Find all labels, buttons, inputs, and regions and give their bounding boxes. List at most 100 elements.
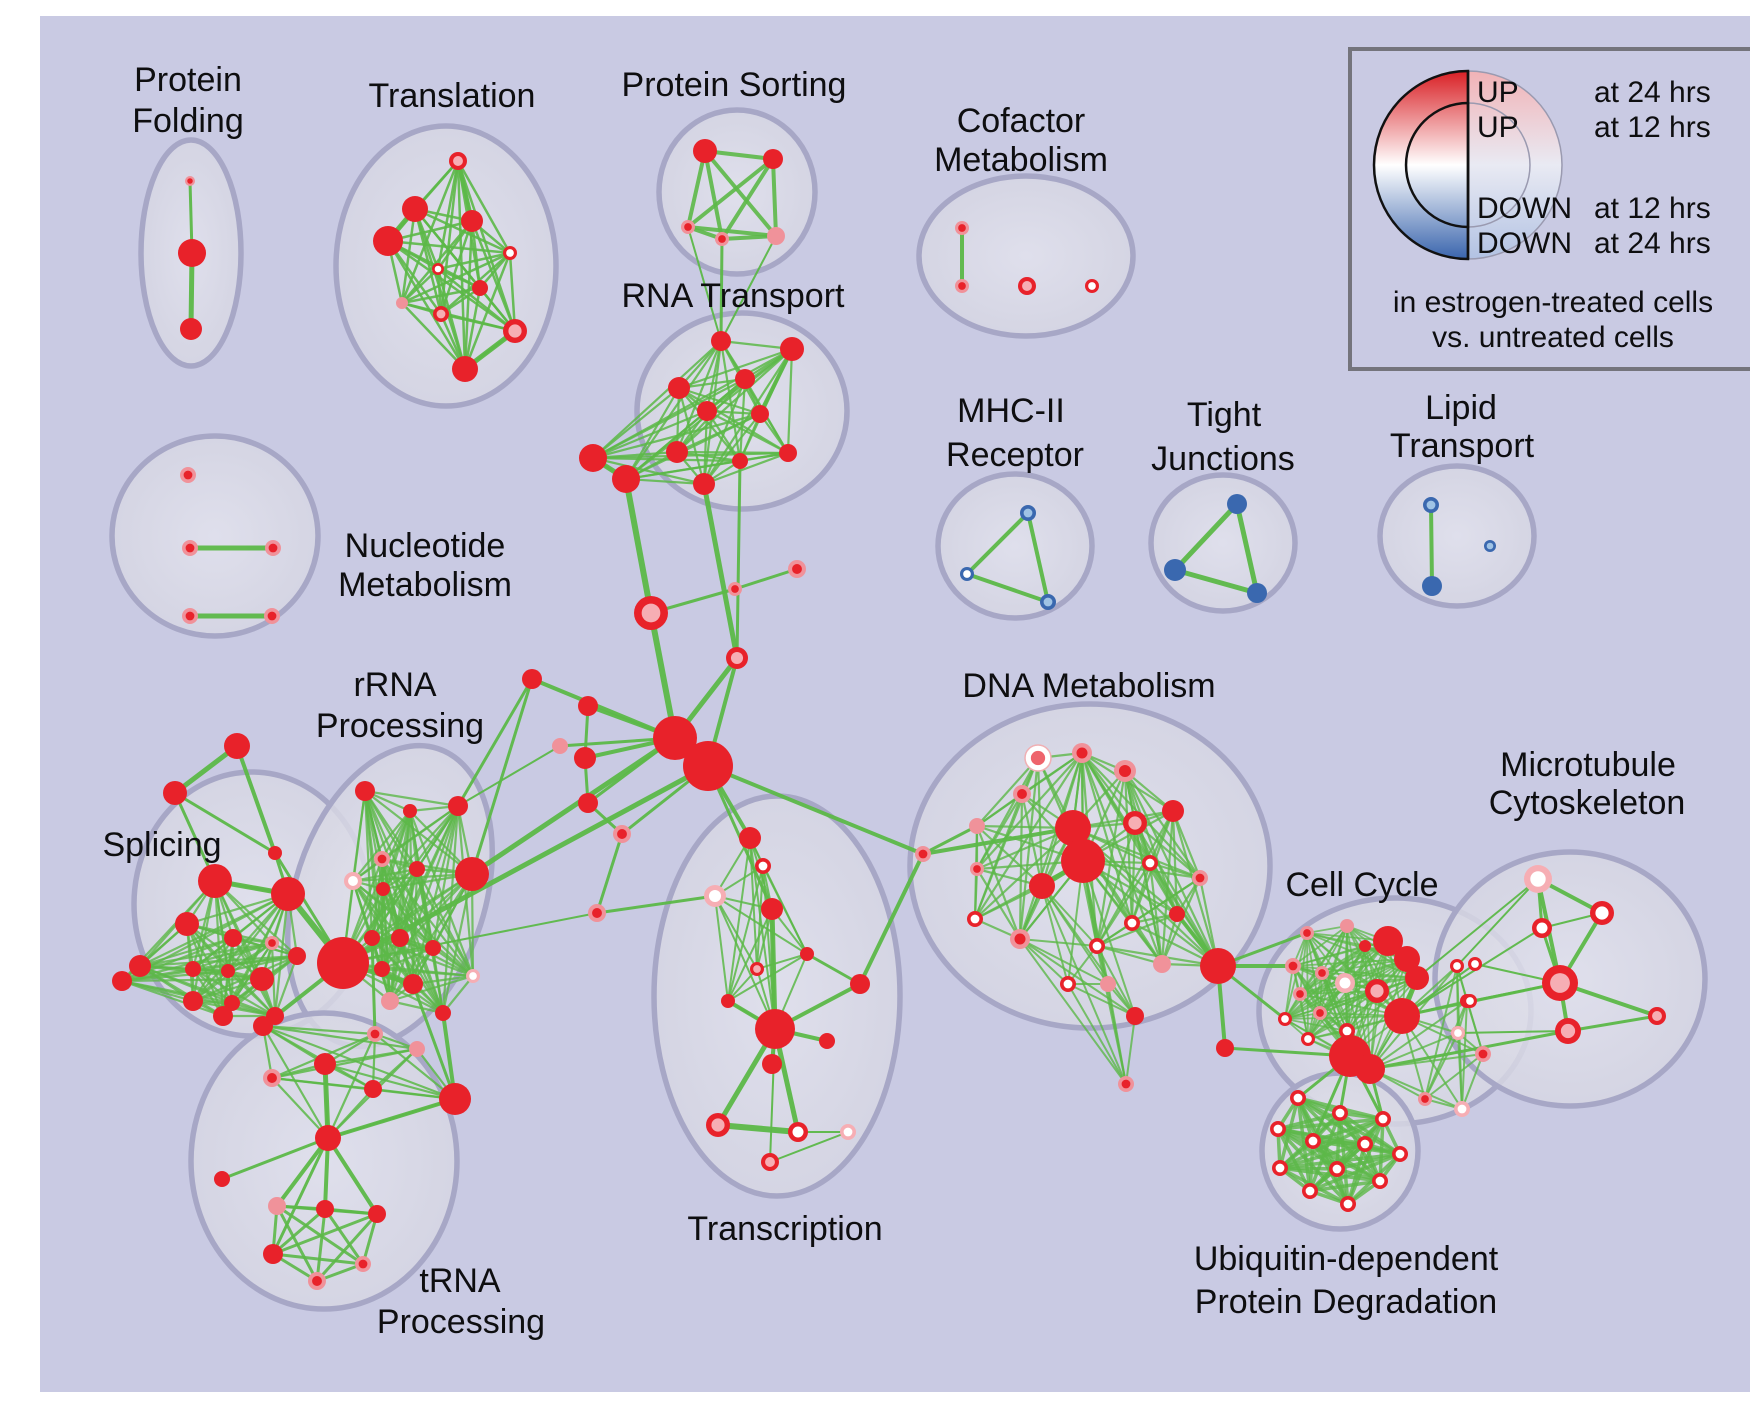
gene-node-dm22: [1200, 948, 1236, 984]
edge: [1284, 990, 1378, 1020]
edge: [675, 347, 794, 454]
edge: [456, 159, 512, 255]
edge: [1276, 1117, 1385, 1131]
edge: [1461, 1053, 1484, 1110]
gene-node-circle: [112, 971, 132, 991]
gene-node-core: [183, 470, 193, 480]
edge: [271, 1136, 330, 1256]
gene-node-circle: [213, 1006, 233, 1026]
gene-node-dm8b: [1061, 839, 1105, 883]
edge: [370, 936, 377, 1036]
edge: [456, 159, 517, 333]
gene-node-mt2: [1590, 901, 1614, 925]
cluster-label-microtubule-cytoskeleton-line1: Microtubule: [1500, 746, 1676, 784]
gene-node-core: [1128, 816, 1142, 830]
edge: [1369, 1068, 1463, 1110]
gene-node-mt1: [1524, 865, 1552, 893]
edge: [1292, 925, 1348, 967]
gene-node-circle: [697, 401, 717, 421]
edge: [1278, 1152, 1402, 1170]
legend-time-3: at 12 hrs: [1594, 192, 1711, 225]
gene-node-core: [358, 1259, 368, 1269]
gene-node-circle: [214, 1171, 230, 1187]
gene-node-circle: [850, 974, 870, 994]
gene-node-dm5: [1162, 800, 1184, 822]
edge: [591, 412, 762, 460]
edge: [1019, 938, 1069, 985]
gene-node-core: [1478, 1049, 1488, 1059]
gene-node-circle: [403, 974, 423, 994]
gene-node-dm13: [1029, 873, 1055, 899]
gene-node-rr5: [344, 872, 362, 890]
edge: [1148, 861, 1164, 966]
gene-node-core: [1275, 1163, 1285, 1173]
gene-node-nm4: [182, 608, 198, 624]
cluster-label-ubiquitin-degradation-line2: Protein Degradation: [1195, 1283, 1497, 1321]
gene-node-tn1: [253, 1016, 273, 1036]
edge: [975, 792, 1024, 828]
edge: [185, 892, 290, 926]
gene-node-core: [436, 309, 446, 319]
gene-node-core: [1378, 1114, 1388, 1124]
edge: [341, 872, 474, 965]
edge: [762, 865, 808, 955]
edge: [727, 953, 808, 1002]
gene-node-dm7: [969, 818, 985, 834]
edge: [1416, 878, 1539, 979]
edge: [973, 867, 979, 921]
gene-node-core: [1305, 1186, 1315, 1196]
gene-node-core: [1014, 933, 1026, 945]
edge: [326, 1136, 379, 1216]
gene-node-core: [731, 585, 739, 593]
cluster-label-rrna-processing-line2: Processing: [316, 707, 484, 745]
gene-node-rr12: [374, 961, 390, 977]
gene-node-circle: [1384, 998, 1420, 1034]
gene-node-circle: [409, 861, 425, 877]
edge: [400, 267, 440, 305]
gene-node-circle: [755, 1009, 795, 1049]
edge: [677, 386, 742, 463]
gene-node-sa3: [268, 846, 282, 860]
gene-node-core: [1466, 997, 1474, 1005]
gene-node-core: [718, 235, 726, 243]
edge: [805, 952, 862, 986]
gene-node-core: [268, 939, 276, 947]
cluster-label-rna-transport-line1: RNA Transport: [622, 277, 846, 315]
gene-node-core: [1273, 1124, 1283, 1134]
edge: [687, 226, 722, 342]
gene-node-tx6: [800, 947, 814, 961]
edge: [720, 235, 777, 342]
edge: [470, 219, 517, 333]
edge: [370, 887, 385, 940]
gene-node-cn1: [634, 596, 668, 630]
gene-node-core: [1560, 1023, 1576, 1039]
gene-node-rt10: [579, 444, 607, 472]
gene-node-mh1: [1020, 505, 1036, 521]
cluster-label-microtubule-cytoskeleton-line2: Cytoskeleton: [1489, 784, 1686, 822]
edge: [386, 239, 517, 333]
edge: [1234, 501, 1260, 596]
gene-node-tn3: [314, 1053, 336, 1075]
gene-node-core: [348, 876, 358, 886]
gene-node-circle: [448, 796, 468, 816]
edge: [921, 826, 1075, 856]
gene-node-tn12: [368, 1205, 386, 1223]
gene-node-core: [730, 651, 744, 665]
edge: [1095, 944, 1220, 968]
edge: [436, 267, 517, 333]
gene-node-tj2: [1164, 559, 1186, 581]
gene-node-hub1: [653, 716, 697, 760]
gene-node-tr3: [461, 210, 483, 232]
gene-node-rt8: [779, 444, 797, 462]
edge: [271, 1212, 379, 1256]
gene-node-core: [1339, 977, 1351, 989]
gene-node-dm14: [1169, 906, 1185, 922]
legend-time-2: at 12 hrs: [1594, 111, 1711, 144]
edge: [323, 1047, 419, 1066]
edge: [273, 954, 299, 1018]
gene-node-nm5: [264, 608, 280, 624]
gene-node-sp12: [183, 991, 203, 1011]
edge: [702, 451, 790, 486]
gene-node-sp9: [112, 971, 132, 991]
gene-node-cc6: [1405, 966, 1429, 990]
